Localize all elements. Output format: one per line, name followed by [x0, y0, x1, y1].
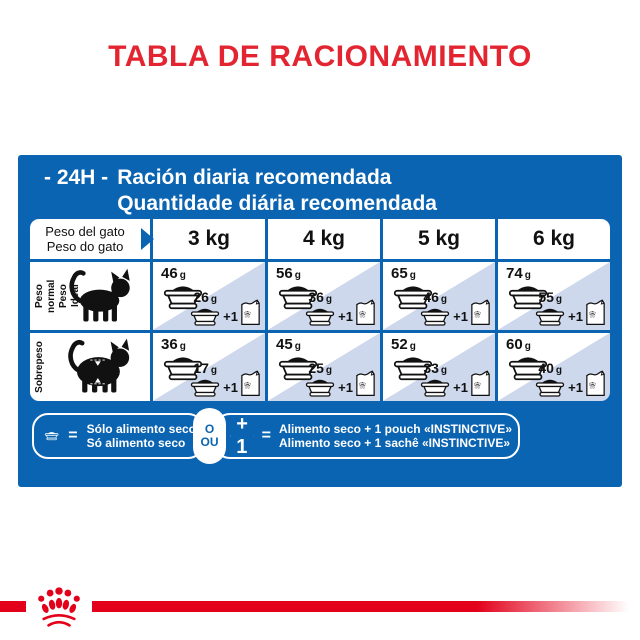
- ration-cell-overweight-3kg: 36 g 17 g +1: [153, 333, 265, 401]
- ration-cell-normal-5kg: 65 g 46 g +1: [383, 262, 495, 330]
- ration-panel: - 24H - Ración diaria recomendada Quanti…: [18, 155, 622, 487]
- ration-header-line1: Ración diaria recomendada: [117, 166, 392, 189]
- food-bowl-icon: [304, 307, 336, 327]
- dry-only-amount: 36 g: [161, 336, 205, 382]
- ration-header: - 24H - Ración diaria recomendada Quanti…: [44, 165, 437, 217]
- legend-or-badge: O OU: [193, 408, 226, 464]
- food-pouch-icon: [585, 298, 606, 326]
- row-label-normal-weight: Peso normal Peso Ideal: [30, 262, 150, 330]
- ration-cell-overweight-5kg: 52 g 33 g +1: [383, 333, 495, 401]
- ration-cell-normal-4kg: 56 g 36 g +1: [268, 262, 380, 330]
- dry-only-amount: 52 g: [391, 336, 435, 382]
- ration-header-lines: Ración diaria recomendada Quantidade diá…: [117, 165, 437, 217]
- food-bowl-icon: [189, 307, 221, 327]
- food-pouch-icon: [470, 298, 491, 326]
- food-bowl-icon: [419, 307, 451, 327]
- ration-cell-overweight-4kg: 45 g 25 g +1: [268, 333, 380, 401]
- column-header-3kg: 3 kg: [153, 219, 265, 259]
- ration-cell-overweight-6kg: 60 g 40 g +1: [498, 333, 610, 401]
- dry-only-amount: 65 g: [391, 265, 435, 311]
- cat-overweight-icon: [56, 338, 142, 396]
- column-header-5kg: 5 kg: [383, 219, 495, 259]
- dry-only-amount: 60 g: [506, 336, 550, 382]
- dry-only-amount: 45 g: [276, 336, 320, 382]
- ration-cell-normal-3kg: 46 g 26 g +1: [153, 262, 265, 330]
- mix-amount: 46 g +1: [419, 289, 491, 327]
- ration-24h-badge: - 24H -: [44, 166, 109, 189]
- legend-mix: + 1 = Alimento seco + 1 pouch «INSTINCTI…: [214, 413, 520, 459]
- food-bowl-icon: [419, 378, 451, 398]
- row-label-overweight: Sobrepeso: [30, 333, 150, 401]
- food-bowl-icon: [230, 423, 231, 449]
- mix-amount: 25 g +1: [304, 360, 376, 398]
- food-pouch-icon: [240, 369, 261, 397]
- arrow-right-icon: [141, 228, 154, 250]
- column-header-6kg: 6 kg: [498, 219, 610, 259]
- food-bowl-icon: [304, 378, 336, 398]
- row-label-text: Sobrepeso: [34, 341, 45, 393]
- weight-header-line1: Peso del gato: [45, 224, 125, 239]
- mix-amount: 40 g +1: [534, 360, 606, 398]
- food-pouch-icon: [470, 369, 491, 397]
- weight-header-cell: Peso del gato Peso do gato: [30, 219, 154, 259]
- legend-dry-only: = Sólo alimento seco Só alimento seco: [32, 413, 204, 459]
- food-pouch-icon: [355, 298, 376, 326]
- brand-strip-left: [0, 601, 26, 612]
- mix-amount: 55 g +1: [534, 289, 606, 327]
- food-bowl-icon: [534, 307, 566, 327]
- ration-header-line2: Quantidade diária recomendada: [117, 192, 437, 215]
- mix-amount: 17 g +1: [189, 360, 261, 398]
- column-header-4kg: 4 kg: [268, 219, 380, 259]
- mix-amount: 26 g +1: [189, 289, 261, 327]
- food-pouch-icon: [585, 369, 606, 397]
- dry-only-amount: 46 g: [161, 265, 205, 311]
- dry-only-amount: 56 g: [276, 265, 320, 311]
- food-pouch-icon: [253, 420, 254, 452]
- page-title: TABLA DE RACIONAMIENTO: [108, 40, 532, 73]
- dry-only-amount: 74 g: [506, 265, 550, 311]
- brand-strip-right: [92, 601, 640, 612]
- legend-mix-text: Alimento seco + 1 pouch «INSTINCTIVE» Al…: [278, 422, 512, 450]
- mix-amount: 36 g +1: [304, 289, 376, 327]
- royal-canin-crown-icon: [34, 585, 84, 627]
- ration-cell-normal-6kg: 74 g 55 g +1: [498, 262, 610, 330]
- food-bowl-icon: [534, 378, 566, 398]
- weight-header-line2: Peso do gato: [46, 239, 124, 254]
- food-bowl-icon: [44, 423, 59, 449]
- cat-normal-icon: [56, 267, 142, 325]
- food-pouch-icon: [240, 298, 261, 326]
- legend-dry-only-text: Sólo alimento seco Só alimento seco: [86, 422, 196, 450]
- food-bowl-icon: [189, 378, 221, 398]
- food-pouch-icon: [355, 369, 376, 397]
- mix-amount: 33 g +1: [419, 360, 491, 398]
- ration-table: Peso del gato Peso do gato 3 kg 4 kg 5 k…: [30, 219, 610, 401]
